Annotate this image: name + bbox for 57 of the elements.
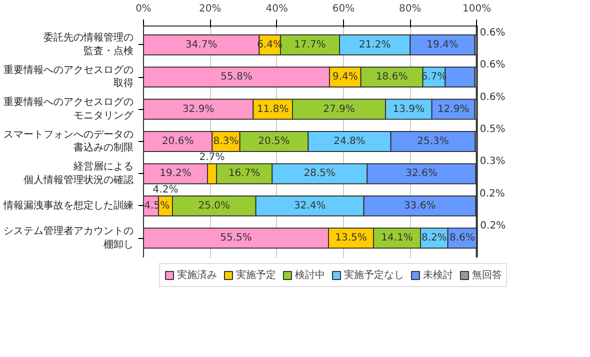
data-label: 20.5% <box>258 136 290 147</box>
data-label: 17.7% <box>294 39 326 50</box>
data-label: 33.6% <box>404 200 436 212</box>
legend-label: 未検討 <box>423 268 453 282</box>
y-tick-label: 情報漏洩事故を想定した訓練 <box>2 199 134 212</box>
data-label: 0.2% <box>480 220 506 232</box>
data-label: 4.2% <box>152 184 178 196</box>
data-label: 0.6% <box>480 27 506 38</box>
data-label: 55.8% <box>220 72 252 83</box>
y-tick-label: 経営層による個人情報管理状況の確認 <box>24 160 134 186</box>
data-label: 8.6% <box>449 232 475 244</box>
data-label: 13.5% <box>335 232 367 244</box>
data-label: 14.1% <box>381 232 413 244</box>
data-label: 2.7% <box>199 152 225 164</box>
data-label: 32.9% <box>182 104 214 115</box>
x-tick-label: 40% <box>266 4 288 14</box>
legend-label: 実施予定なし <box>344 268 404 282</box>
data-label: 12.9% <box>437 104 470 115</box>
data-label: 32.6% <box>406 168 438 180</box>
legend-label: 実施予定 <box>236 268 276 282</box>
data-label: 8.2% <box>421 232 447 244</box>
legend-label: 無回答 <box>472 269 502 282</box>
data-label: 34.7% <box>185 39 218 50</box>
data-label: 0.5% <box>480 124 506 136</box>
x-tick-label: 60% <box>332 4 355 14</box>
data-label: 55.5% <box>220 232 252 244</box>
x-tick-label: 80% <box>399 4 422 14</box>
data-label: 28.5% <box>304 168 336 180</box>
legend-label: 実施済み <box>177 268 217 282</box>
y-tick-label: 重要情報へのアクセスログのモニタリング <box>4 96 134 122</box>
y-tick-label: スマートフォンへのデータの書込みの制限 <box>4 129 134 154</box>
data-label: 19.2% <box>160 168 192 180</box>
data-label: 32.4% <box>294 200 326 212</box>
data-label: 8.3% <box>213 136 239 147</box>
data-label: 21.2% <box>358 39 391 50</box>
x-tick-label: 20% <box>199 4 222 14</box>
legend-label: 検討中 <box>295 268 325 282</box>
data-label: 16.7% <box>228 168 260 180</box>
data-label: 24.8% <box>334 136 366 147</box>
data-label: 9.4% <box>332 72 358 83</box>
data-label: 11.8% <box>256 104 289 115</box>
data-label: 27.9% <box>323 104 355 115</box>
y-tick-label: 委託先の情報管理の監査・点検 <box>44 32 134 57</box>
data-label: 0.2% <box>480 188 505 200</box>
x-tick-label: 100% <box>462 4 492 14</box>
y-tick-label: システム管理者アカウントの棚卸し <box>4 225 134 250</box>
data-label: 25.3% <box>417 136 449 147</box>
x-tick-label: 0% <box>136 4 152 14</box>
data-label: 20.6% <box>162 136 194 147</box>
data-label: 18.6% <box>376 72 408 83</box>
y-tick-label: 重要情報へのアクセスログの取得 <box>4 64 134 90</box>
data-label: 13.9% <box>392 104 425 115</box>
data-label: 0.3% <box>480 156 506 168</box>
data-label: 25.0% <box>198 200 230 212</box>
data-label: 0.6% <box>480 60 506 71</box>
data-label: 0.6% <box>480 92 506 103</box>
data-label: 19.4% <box>426 39 458 50</box>
